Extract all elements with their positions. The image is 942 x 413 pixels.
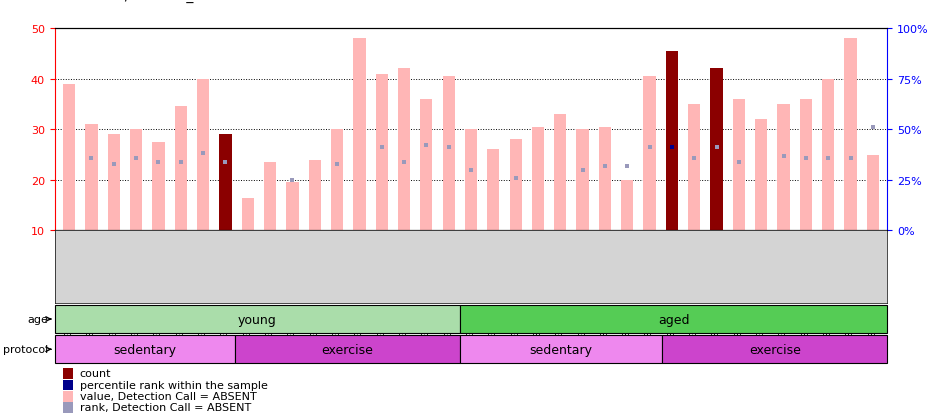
Bar bbox=[376, 74, 388, 231]
Bar bbox=[174, 107, 187, 231]
Bar bbox=[460, 335, 662, 363]
Text: age: age bbox=[27, 314, 48, 324]
Text: protocol: protocol bbox=[3, 344, 48, 354]
Text: exercise: exercise bbox=[321, 343, 373, 356]
Bar bbox=[63, 402, 73, 413]
Bar bbox=[264, 163, 276, 231]
Text: rank, Detection Call = ABSENT: rank, Detection Call = ABSENT bbox=[80, 402, 251, 412]
Bar bbox=[63, 368, 73, 379]
Bar bbox=[331, 130, 343, 231]
Bar bbox=[219, 135, 232, 231]
Bar bbox=[86, 125, 98, 231]
Bar bbox=[464, 130, 478, 231]
Bar bbox=[309, 160, 321, 231]
Bar bbox=[777, 104, 789, 231]
Bar bbox=[643, 77, 656, 231]
Bar bbox=[443, 77, 455, 231]
Bar bbox=[153, 142, 165, 231]
Bar bbox=[688, 104, 701, 231]
Bar bbox=[130, 130, 142, 231]
Bar bbox=[55, 305, 460, 333]
Bar bbox=[662, 335, 887, 363]
Bar bbox=[844, 39, 856, 231]
Text: value, Detection Call = ABSENT: value, Detection Call = ABSENT bbox=[80, 392, 256, 401]
Bar bbox=[487, 150, 499, 231]
Bar bbox=[599, 127, 611, 231]
Bar bbox=[510, 140, 522, 231]
Bar bbox=[63, 391, 73, 401]
Text: young: young bbox=[237, 313, 277, 326]
Bar bbox=[63, 84, 75, 231]
Text: aged: aged bbox=[658, 313, 690, 326]
Text: sedentary: sedentary bbox=[529, 343, 593, 356]
Bar bbox=[55, 335, 235, 363]
Bar bbox=[710, 69, 723, 231]
Bar bbox=[800, 100, 812, 231]
Bar bbox=[286, 183, 299, 231]
Bar bbox=[460, 305, 887, 333]
Bar bbox=[197, 79, 209, 231]
Bar bbox=[420, 100, 432, 231]
Text: exercise: exercise bbox=[749, 343, 801, 356]
Bar bbox=[398, 69, 410, 231]
Text: sedentary: sedentary bbox=[113, 343, 176, 356]
Bar bbox=[822, 79, 835, 231]
Text: count: count bbox=[80, 368, 111, 379]
Bar bbox=[666, 52, 678, 231]
Bar bbox=[755, 120, 768, 231]
Bar bbox=[63, 380, 73, 390]
Bar bbox=[353, 39, 365, 231]
Bar bbox=[107, 135, 120, 231]
Bar bbox=[577, 130, 589, 231]
Bar bbox=[554, 115, 566, 231]
Bar bbox=[235, 335, 460, 363]
Text: percentile rank within the sample: percentile rank within the sample bbox=[80, 380, 268, 390]
Bar bbox=[532, 127, 544, 231]
Text: GDS3182 / 224527_at: GDS3182 / 224527_at bbox=[55, 0, 207, 3]
Bar bbox=[733, 100, 745, 231]
Bar bbox=[867, 155, 879, 231]
Bar bbox=[621, 180, 633, 231]
Bar bbox=[241, 198, 254, 231]
